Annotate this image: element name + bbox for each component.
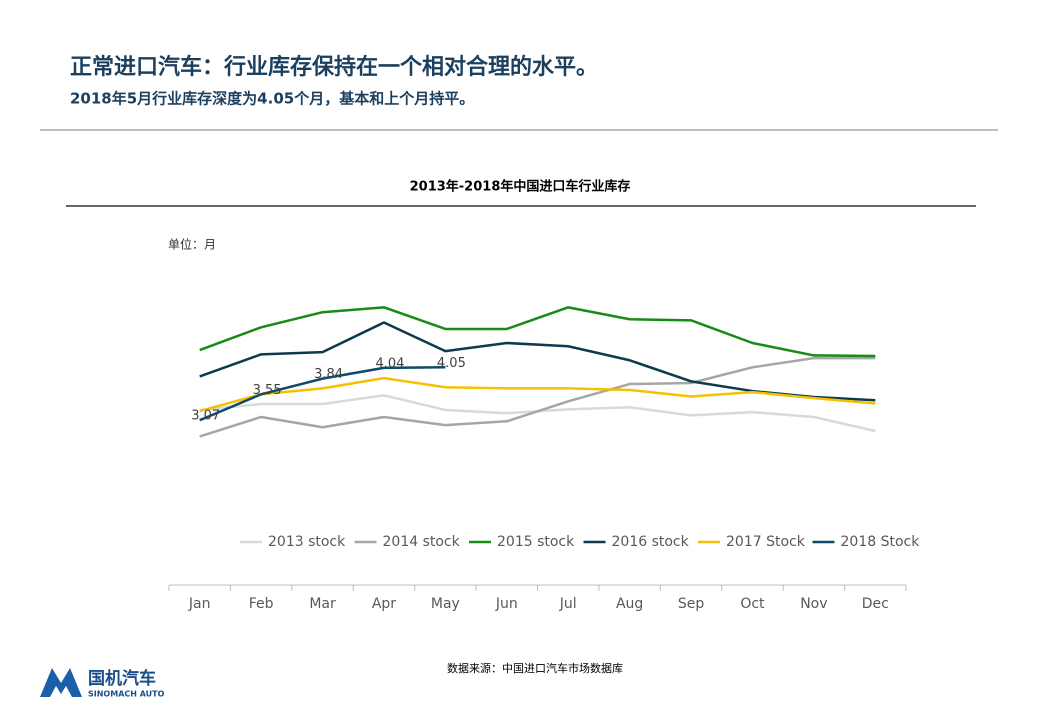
legend-label: 2018 Stock xyxy=(841,534,921,550)
series-line xyxy=(199,394,876,433)
x-tick-label: Apr xyxy=(372,596,396,612)
x-tick-label: May xyxy=(431,596,460,612)
slide-title: 正常进口汽车：行业库存保持在一个相对合理的水平。 xyxy=(70,54,598,80)
series-line xyxy=(199,376,876,413)
logo-cn: 国机汽车 xyxy=(88,668,156,689)
x-tick-label: Jun xyxy=(495,596,518,612)
x-tick-label: Aug xyxy=(616,596,643,612)
data-label: 4.05 xyxy=(437,356,466,371)
slide-subtitle: 2018年5月行业库存深度为4.05个月，基本和上个月持平。 xyxy=(70,90,474,108)
series-line xyxy=(199,356,876,438)
logo-mark xyxy=(40,668,82,697)
legend-label: 2014 stock xyxy=(383,534,461,550)
legend-label: 2013 stock xyxy=(268,534,346,550)
x-tick-label: Jan xyxy=(188,596,211,612)
x-tick-label: Oct xyxy=(740,596,765,612)
logo: 国机汽车 SINOMACH AUTO xyxy=(40,668,165,699)
unit-label: 单位：月 xyxy=(168,237,216,252)
x-tick-label: Mar xyxy=(309,596,336,612)
chart-title: 2013年-2018年中国进口车行业库存 xyxy=(410,179,631,195)
data-label: 3.07 xyxy=(191,409,220,424)
series-line xyxy=(199,306,876,358)
x-tick-label: Nov xyxy=(800,596,827,612)
x-tick-label: Feb xyxy=(249,596,274,612)
legend-label: 2017 Stock xyxy=(726,534,806,550)
legend-label: 2016 stock xyxy=(612,534,690,550)
logo-en: SINOMACH AUTO xyxy=(88,690,165,699)
x-tick-label: Sep xyxy=(678,596,705,612)
legend-label: 2015 stock xyxy=(497,534,575,550)
x-tick-label: Dec xyxy=(862,596,889,612)
data-label: 3.84 xyxy=(314,367,343,382)
series-line xyxy=(199,366,446,422)
x-tick-label: Jul xyxy=(559,596,577,612)
data-label: 3.55 xyxy=(253,383,282,398)
source-note: 数据来源：中国进口汽车市场数据库 xyxy=(447,661,623,675)
data-label: 4.04 xyxy=(375,356,404,371)
